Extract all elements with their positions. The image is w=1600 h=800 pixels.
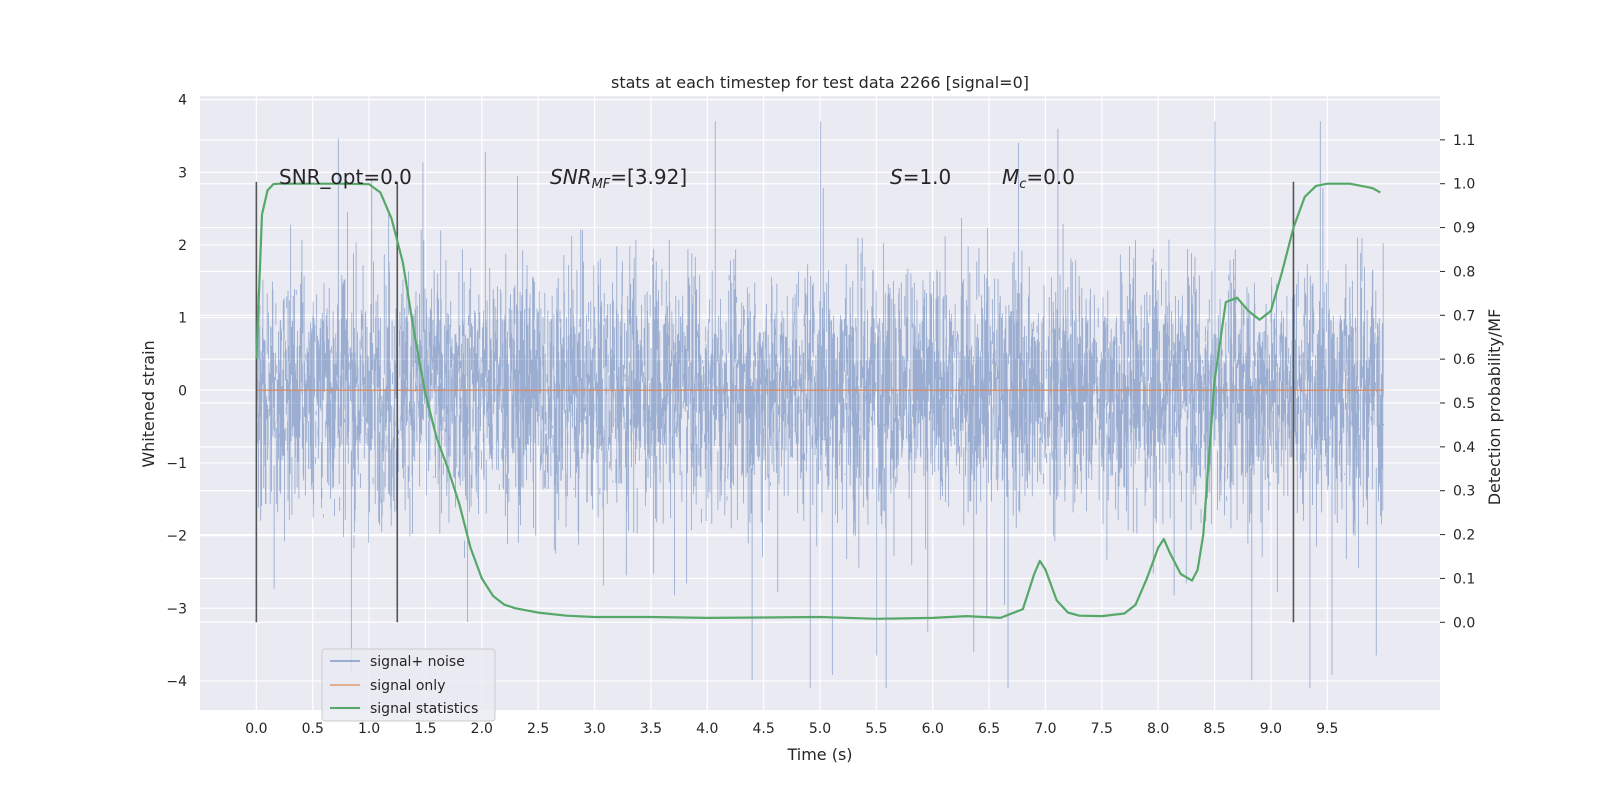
x-tick-label: 2.0 xyxy=(471,721,493,737)
x-tick-label: 9.5 xyxy=(1316,721,1338,737)
x-tick-label: 0.5 xyxy=(302,721,324,737)
y2-tick-label: 1.0 xyxy=(1453,177,1475,193)
annotation-snr-mf-sub: MF xyxy=(592,177,611,192)
legend-label-statistics: signal statistics xyxy=(370,701,478,717)
y-tick-label: 3 xyxy=(178,165,187,181)
x-tick-label: 8.5 xyxy=(1203,721,1225,737)
x-tick-label: 5.0 xyxy=(809,721,831,737)
x-tick-label: 7.5 xyxy=(1091,721,1113,737)
x-tick-label: 0.0 xyxy=(245,721,267,737)
x-tick-label: 4.5 xyxy=(753,721,775,737)
annotation-s: S=1.0 xyxy=(890,165,951,189)
y2-tick-label: 0.2 xyxy=(1453,528,1475,544)
x-tick-label: 3.5 xyxy=(640,721,662,737)
x-tick-label: 4.0 xyxy=(696,721,718,737)
x-tick-label: 7.0 xyxy=(1034,721,1056,737)
y2-tick-label: 0.1 xyxy=(1453,571,1475,587)
legend-label-noise: signal+ noise xyxy=(370,654,465,670)
annotation-mc-value: =0.0 xyxy=(1026,165,1075,189)
annotation-snr-opt: SNR_opt=0.0 xyxy=(279,165,412,189)
x-tick-label: 3.0 xyxy=(583,721,605,737)
y-tick-label: −3 xyxy=(166,601,187,617)
y-axis-label: Whitened strain xyxy=(139,340,158,467)
y2-tick-label: 0.9 xyxy=(1453,221,1475,237)
vertical-markers xyxy=(255,181,1295,623)
annotation-snr-mf-value: =[3.92] xyxy=(610,165,687,189)
y2-tick-label: 0.3 xyxy=(1453,484,1475,500)
x-tick-label: 8.0 xyxy=(1147,721,1169,737)
series-signal-statistics xyxy=(255,182,1381,620)
annotation-snr-mf-main: SNR xyxy=(550,165,592,189)
x-tick-label: 1.5 xyxy=(414,721,436,737)
y2-tick-label: 0.8 xyxy=(1453,264,1475,280)
chart-title: stats at each timestep for test data 226… xyxy=(611,73,1029,92)
legend: signal+ noise signal only signal statist… xyxy=(321,648,496,722)
annotation-snr-mf: SNRMF=[3.92] xyxy=(550,165,687,192)
y-tick-label: −1 xyxy=(166,456,187,472)
x-tick-label: 1.0 xyxy=(358,721,380,737)
x-tick-label: 9.0 xyxy=(1260,721,1282,737)
y2-tick-label: 0.7 xyxy=(1453,308,1475,324)
annotation-s-label: S xyxy=(890,165,903,189)
y-tick-label: 0 xyxy=(178,383,187,399)
y2-tick-label: 0.0 xyxy=(1453,615,1475,631)
legend-box xyxy=(321,648,496,722)
annotation-mc: Mc=0.0 xyxy=(1002,165,1075,192)
y2-tick-label: 0.4 xyxy=(1453,440,1475,456)
x-tick-label: 6.5 xyxy=(978,721,1000,737)
x-tick-label: 2.5 xyxy=(527,721,549,737)
x-tick-label: 5.5 xyxy=(865,721,887,737)
y-tick-label: −2 xyxy=(166,529,187,545)
x-axis-ticks: 0.0 0.5 1.0 1.5 2.0 2.5 3.0 3.5 4.0 4.5 5.0 5.5 6.0 6… xyxy=(245,721,1338,737)
annotation-mc-main: M xyxy=(1002,165,1019,189)
y-tick-label: 2 xyxy=(178,238,187,254)
y-tick-label: 4 xyxy=(178,93,187,109)
y-axis-ticks: 4 3 2 1 0 −1 −2 −3 −4 xyxy=(166,93,187,690)
annotation-mc-sub: c xyxy=(1019,177,1026,192)
annotation-s-value: =1.0 xyxy=(903,165,952,189)
signal-statistics-line xyxy=(255,182,1381,620)
legend-label-signal-only: signal only xyxy=(370,678,445,694)
y2-tick-label: 0.5 xyxy=(1453,396,1475,412)
y-tick-label: 1 xyxy=(178,311,187,327)
y2-tick-label: 1.1 xyxy=(1453,133,1475,149)
y-tick-label: −4 xyxy=(166,674,187,690)
y2-axis-ticks: 1.1 1.0 0.9 0.8 0.7 0.6 0.5 0.4 0.3 0.2 0.1 0.0 xyxy=(1440,133,1475,631)
x-tick-label: 6.0 xyxy=(922,721,944,737)
x-axis-label: Time (s) xyxy=(786,745,852,764)
y2-tick-label: 0.6 xyxy=(1453,352,1475,368)
y2-axis-label: Detection probability/MF xyxy=(1485,309,1504,506)
